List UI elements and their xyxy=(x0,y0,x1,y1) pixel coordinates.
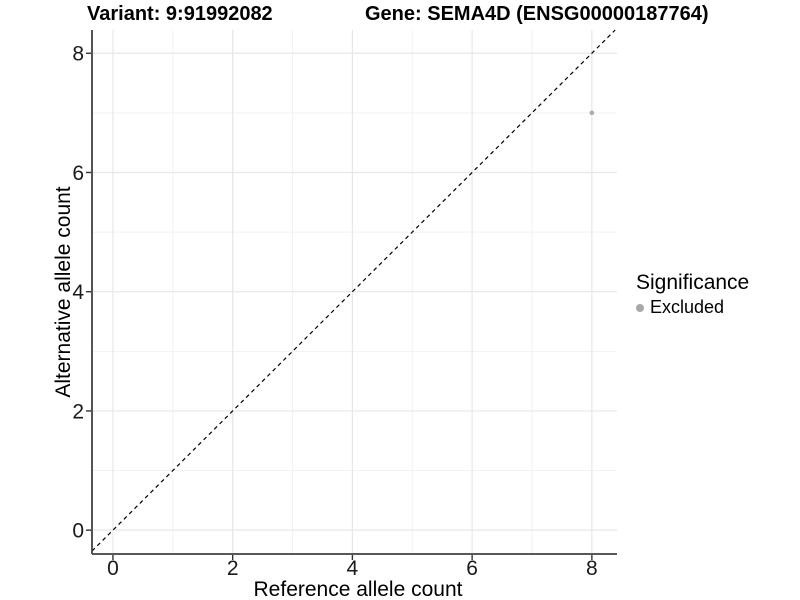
legend-title: Significance xyxy=(636,271,750,294)
x-tick-label: 4 xyxy=(347,557,359,580)
y-tick-label: 2 xyxy=(72,400,84,423)
data-point xyxy=(589,110,595,116)
legend-key-dot-icon xyxy=(636,303,644,312)
plot-title-variant: Variant: 9:91992082 xyxy=(87,3,273,25)
x-tick-label: 6 xyxy=(466,557,478,580)
y-tick-label: 0 xyxy=(72,520,84,543)
x-tick-label: 8 xyxy=(586,557,598,580)
y-tick-label: 4 xyxy=(72,281,84,304)
legend-item: Excluded xyxy=(636,297,749,318)
identity-dashed-line xyxy=(91,29,616,552)
legend-items: Excluded xyxy=(636,297,749,318)
y-tick-label: 8 xyxy=(72,43,84,66)
plot-title-gene: Gene: SEMA4D (ENSG00000187764) xyxy=(365,3,709,25)
x-axis-label: Reference allele count xyxy=(253,578,463,600)
legend-item-label: Excluded xyxy=(650,297,725,317)
y-axis-label: Alternative allele count xyxy=(52,186,75,398)
y-tick-label: 6 xyxy=(72,162,84,185)
x-tick-label: 2 xyxy=(227,557,239,580)
legend: Significance Excluded xyxy=(636,271,749,318)
x-tick-label: 0 xyxy=(107,557,119,580)
